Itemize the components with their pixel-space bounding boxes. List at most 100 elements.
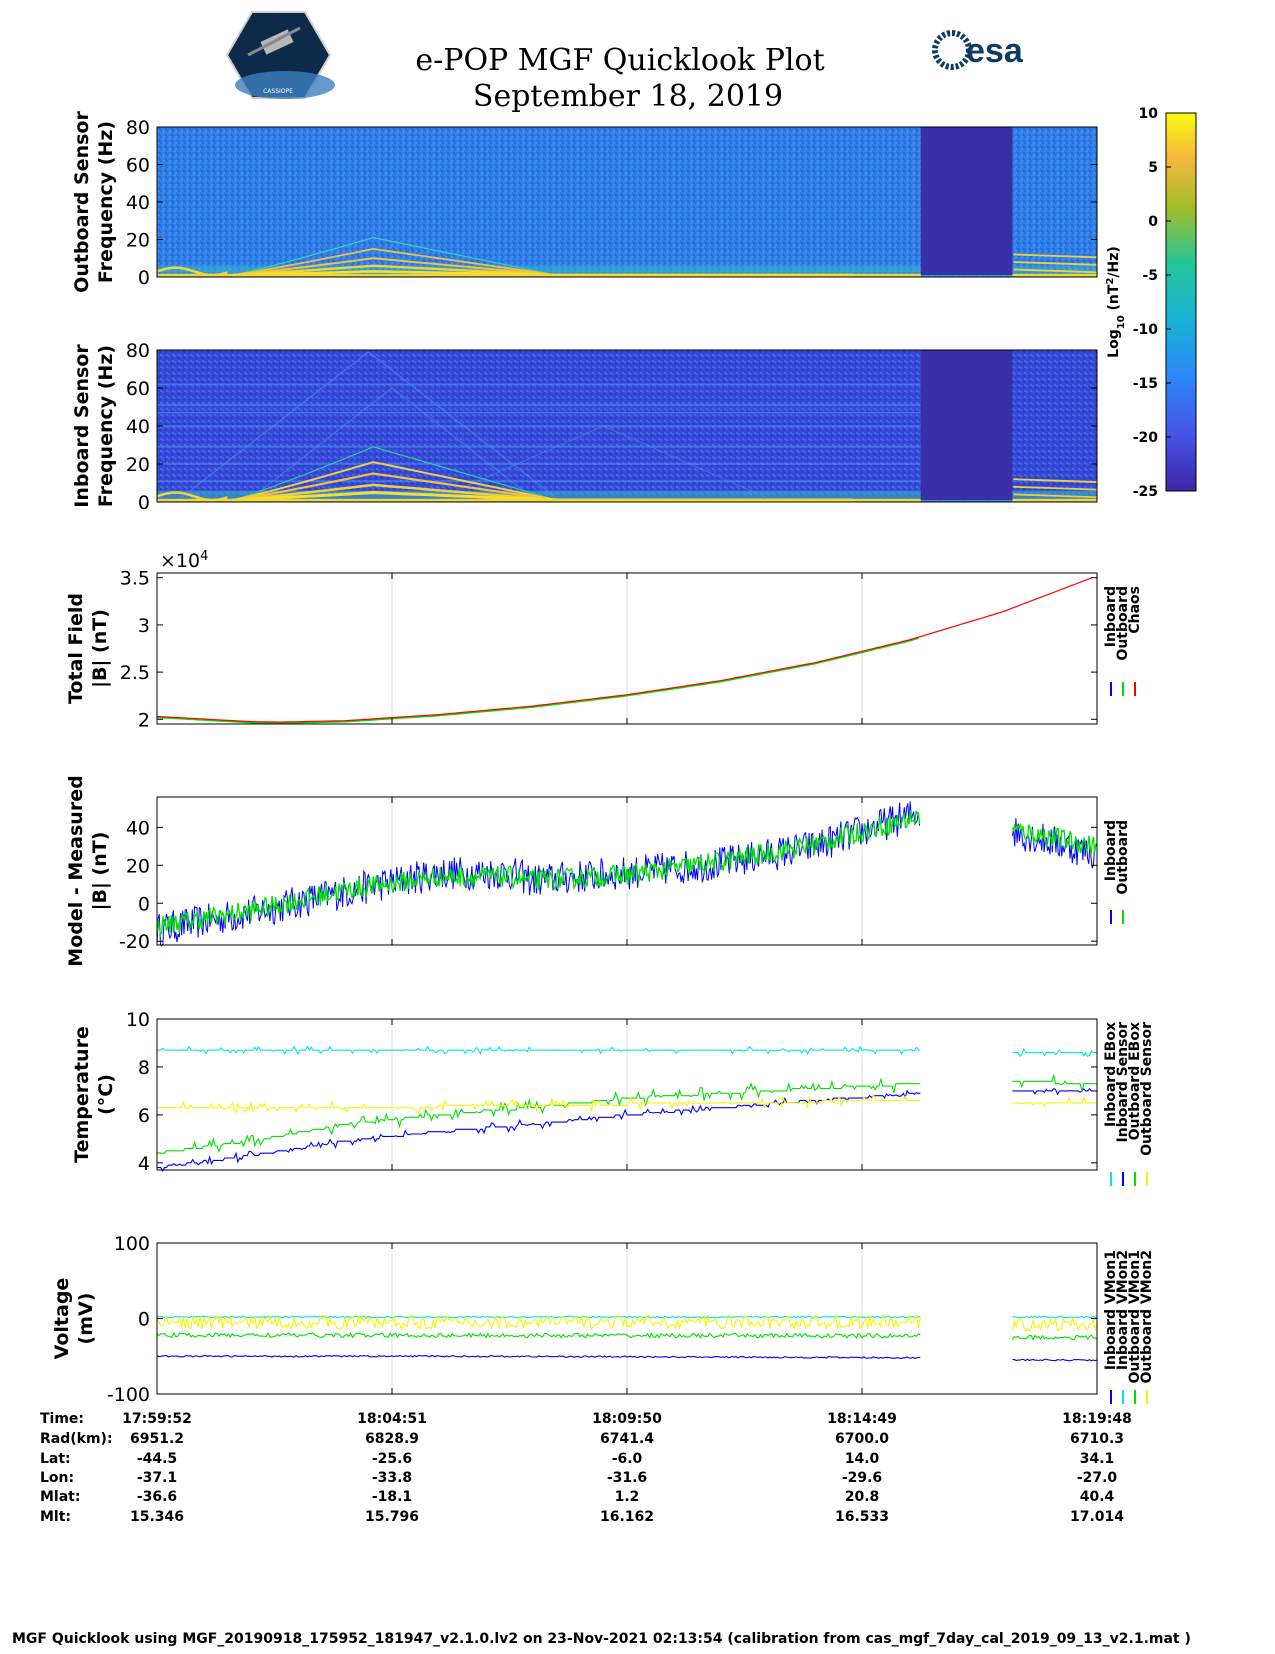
- series-line-outboard-ebox: [156, 1077, 921, 1154]
- series-line-outboard-vmon2: [1011, 1317, 1098, 1333]
- ephemeris-cell: -27.0: [1077, 1470, 1118, 1486]
- colorbar-tick-label: -10: [1133, 322, 1159, 338]
- ephemeris-row-label: Rad(km):: [40, 1431, 113, 1447]
- page-date: September 18, 2019: [473, 79, 783, 114]
- spectrogram-data-gap: [920, 127, 1013, 275]
- ephemeris-cell: -18.1: [372, 1489, 412, 1505]
- y-tick-label: 3: [138, 615, 150, 637]
- legend-label: Outboard Sensor: [1139, 1022, 1155, 1156]
- series-line-outboard-sensor: [1012, 1096, 1098, 1108]
- legend-label: Outboard EBox: [1127, 1022, 1143, 1140]
- ephemeris-table: Time: Rad(km): Lat: Lon: Mlat: Mlt: 17:59:52 69…: [40, 1411, 1132, 1525]
- colorbar-tick-label: -5: [1142, 268, 1158, 284]
- legend-label: Chaos: [1127, 586, 1143, 634]
- spectrogram-lowfreq-band: [157, 490, 1097, 502]
- legend-label: Outboard: [1115, 820, 1131, 895]
- ephemeris-cell: 6710.3: [1070, 1431, 1124, 1447]
- colorbar-label: Log10 (nT2/Hz): [1105, 246, 1127, 358]
- spectrogram-harmonic-trace: [438, 425, 769, 499]
- footer-caption: MGF Quicklook using MGF_20190918_175952_…: [12, 1631, 1191, 1647]
- series-line-outboard-ebox: [1012, 1073, 1097, 1093]
- y-tick-label: -100: [107, 1384, 150, 1406]
- ephemeris-cell: 18:19:48: [1062, 1411, 1132, 1427]
- ephemeris-cell: -6.0: [612, 1451, 643, 1467]
- ephemeris-cell: 6828.9: [365, 1431, 419, 1447]
- ephemeris-cell: -29.6: [842, 1470, 882, 1486]
- y-tick-label: 0: [138, 492, 150, 514]
- ephemeris-cell: 20.8: [845, 1489, 880, 1505]
- ephemeris-cell: -25.6: [372, 1451, 412, 1467]
- y-tick-label: 100: [114, 1233, 150, 1255]
- y-tick-label: 20: [126, 454, 150, 476]
- y-tick-label: 0: [138, 893, 150, 915]
- y-tick-label: 0: [138, 267, 150, 289]
- series-line-inboard-vmon2: [156, 1315, 921, 1319]
- temperature-panel: 4 6 8 10 Temperature(°C) Inboard EBoxInboard …: [71, 1009, 1155, 1186]
- series-line-outboard-vmon2: [156, 1313, 921, 1331]
- ephemeris-cell: 16.533: [835, 1509, 889, 1525]
- y-tick-label: 10: [126, 1009, 150, 1031]
- spectrogram-harmonic-trace: [1013, 493, 1098, 499]
- colorbar-tick-label: -15: [1133, 376, 1158, 392]
- spectrogram-harmonic-trace: [1013, 478, 1098, 483]
- y-tick-label: 40: [126, 416, 150, 438]
- y-tick-label: 2.5: [120, 662, 150, 684]
- ephemeris-cell: 16.162: [600, 1509, 654, 1525]
- ephemeris-cell: 15.346: [130, 1509, 184, 1525]
- ephemeris-cell: 17.014: [1070, 1509, 1124, 1525]
- y-axis-label: Total Field|B| (nT): [65, 593, 111, 704]
- series-line-inboard-vmon1: [156, 1354, 921, 1359]
- legend-label: Inboard EBox: [1103, 1022, 1119, 1127]
- spectrogram-harmonic-trace: [1013, 268, 1098, 274]
- colorbar: 10 5 0 -5 -10 -15 -20 -25 Log10 (nT2/Hz): [1105, 106, 1197, 500]
- series-line-inboard-vmon2: [1012, 1315, 1098, 1319]
- ephemeris-cell: -36.6: [137, 1489, 177, 1505]
- ephemeris-cell: 14.0: [845, 1451, 880, 1467]
- series-line-inboard-ebox: [157, 1045, 921, 1056]
- series-line-outboard-vmon1: [156, 1331, 921, 1339]
- series-line-inboard: [1011, 818, 1098, 869]
- ephemeris-row-label: Time:: [40, 1411, 84, 1427]
- series-line-outboard: [1011, 823, 1098, 855]
- spectrogram-lowfreq-band: [157, 265, 1097, 277]
- ephemeris-row-label: Lat:: [40, 1451, 71, 1467]
- y-tick-label: 20: [126, 230, 150, 252]
- total-field-panel: 2 2.5 3 3.5 Total Field|B| (nT) ×104 InboardOu…: [65, 549, 1143, 732]
- y-tick-label: 60: [126, 155, 150, 177]
- colorbar-tick-label: -25: [1133, 484, 1158, 500]
- series-line-chaos: [156, 577, 1093, 723]
- y-tick-label: 80: [126, 117, 150, 139]
- ephemeris-cell: 6700.0: [835, 1431, 889, 1447]
- model-minus-measured-panel: -20 0 20 40 Model - Measured|B| (nT) InboardO…: [65, 775, 1131, 966]
- y-tick-label: 20: [126, 855, 150, 877]
- ephemeris-cell: -31.6: [607, 1470, 647, 1486]
- outboard-spectrogram-panel: 0 20 40 60 80 Outboard SensorFrequency (Hz): [71, 111, 1098, 293]
- ephemeris-cell: 1.2: [615, 1489, 640, 1505]
- ephemeris-row-label: Mlt:: [40, 1509, 71, 1525]
- ephemeris-cell: 18:09:50: [592, 1411, 662, 1427]
- voltage-panel: -100 0 100 Voltage(mV) Inboard VMon1Inboard …: [51, 1233, 1155, 1406]
- esa-logo-text: esa: [966, 32, 1024, 70]
- colorbar-gradient: [1165, 112, 1197, 492]
- ephemeris-cell: 34.1: [1080, 1451, 1115, 1467]
- y-tick-label: -20: [119, 931, 150, 953]
- ephemeris-cell: 18:14:49: [827, 1411, 897, 1427]
- series-line-inboard-ebox: [1012, 1047, 1097, 1057]
- spectrogram-harmonic-trace: [250, 387, 534, 499]
- y-axis-label: Temperature(°C): [71, 1026, 117, 1163]
- cassiope-logo: CASSIOPE: [225, 11, 335, 99]
- legend-label: Inboard: [1103, 586, 1119, 647]
- ephemeris-cell: -44.5: [137, 1451, 177, 1467]
- y-tick-label: 40: [126, 817, 150, 839]
- ephemeris-row-label: Mlat:: [40, 1489, 80, 1505]
- ephemeris-cell: 6951.2: [130, 1431, 184, 1447]
- y-axis-label: Voltage(mV): [51, 1278, 97, 1360]
- series-line-outboard: [156, 637, 919, 724]
- y-axis-exponent: ×104: [160, 549, 208, 573]
- spectrogram-data-gap: [920, 350, 1013, 500]
- series-line-inboard-vmon1: [1012, 1358, 1098, 1362]
- legend-label: Outboard VMon2: [1139, 1250, 1155, 1384]
- colorbar-tick-label: 0: [1148, 214, 1158, 230]
- ephemeris-cell: -37.1: [137, 1470, 177, 1486]
- y-tick-label: 3.5: [120, 568, 150, 590]
